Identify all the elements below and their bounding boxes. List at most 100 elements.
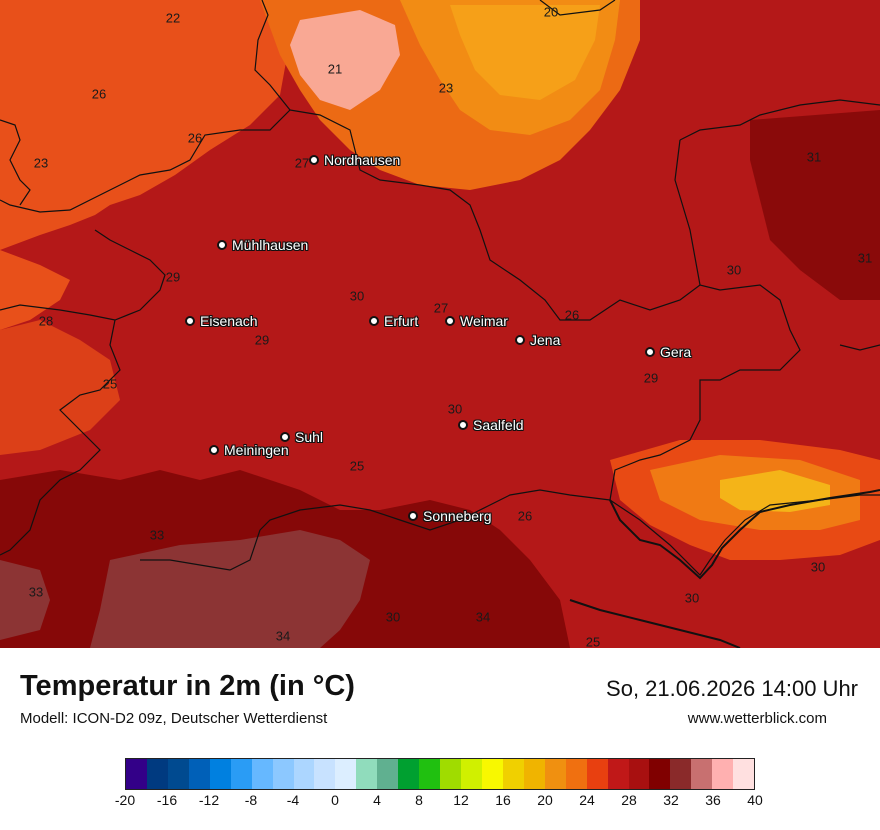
city-marker-suhl[interactable]: Suhl	[280, 429, 323, 445]
temperature-value: 33	[28, 584, 44, 600]
legend-tick: 32	[663, 792, 679, 808]
legend-tick: 0	[331, 792, 339, 808]
temperature-value: 27	[433, 300, 449, 316]
legend-swatch	[670, 759, 692, 789]
city-marker-nordhausen[interactable]: Nordhausen	[309, 152, 400, 168]
city-dot-icon	[309, 155, 319, 165]
legend-swatch	[209, 759, 231, 789]
legend-tick: 36	[705, 792, 721, 808]
legend-tick: 20	[537, 792, 553, 808]
city-marker-weimar[interactable]: Weimar	[445, 313, 508, 329]
legend-tick: -4	[286, 792, 300, 808]
model-source-text: Modell: ICON-D2 09z, Deutscher Wetterdie…	[20, 710, 328, 727]
legend-swatch	[691, 759, 713, 789]
legend-swatch	[314, 759, 336, 789]
legend-tick: 16	[495, 792, 511, 808]
zone-nw-orange	[0, 0, 290, 250]
legend-swatch	[481, 759, 503, 789]
legend-swatch	[649, 759, 671, 789]
legend-swatch	[251, 759, 273, 789]
country-border	[569, 489, 880, 648]
zone-w-orange	[0, 320, 120, 455]
legend-tick: -20	[114, 792, 136, 808]
legend-swatch	[230, 759, 252, 789]
legend-tick: 28	[621, 792, 637, 808]
temperature-value: 30	[726, 262, 742, 278]
city-label: Gera	[660, 344, 692, 360]
city-dot-icon	[445, 316, 455, 326]
city-dot-icon	[209, 445, 219, 455]
legend-swatch	[461, 759, 482, 789]
zone-e-dark	[750, 110, 880, 300]
city-marker-jena[interactable]: Jena	[515, 332, 560, 348]
city-label: Saalfeld	[473, 417, 524, 433]
temperature-value: 25	[349, 458, 365, 474]
temperature-field	[0, 0, 880, 648]
legend-tick: 8	[415, 792, 423, 808]
city-label: Meiningen	[224, 442, 289, 458]
legend-tick: 24	[579, 792, 595, 808]
legend-swatch	[544, 759, 566, 789]
temperature-value: 31	[857, 250, 873, 266]
legend-swatch	[167, 759, 189, 789]
website-link[interactable]: www.wetterblick.com	[687, 710, 827, 727]
legend-swatch	[293, 759, 315, 789]
city-dot-icon	[408, 511, 418, 521]
forecast-datetime: So, 21.06.2026 14:00 Uhr	[606, 676, 858, 701]
weather-map[interactable]: 20 22 21 23 26 26 27 23 31 31 30 29 30 27 26 28 29 25 29 30…	[0, 0, 880, 648]
city-dot-icon	[369, 316, 379, 326]
state-borders	[0, 0, 880, 576]
city-label: Jena	[530, 332, 561, 348]
city-marker-gera[interactable]: Gera	[645, 344, 691, 360]
temperature-value: 34	[275, 628, 291, 644]
temperature-value: 20	[543, 4, 559, 20]
city-dot-icon	[185, 316, 195, 326]
city-label: Sonneberg	[423, 508, 492, 524]
zone-n-lighter	[450, 5, 600, 100]
city-marker-meiningen[interactable]: Meiningen	[209, 442, 289, 458]
city-marker-saalfeld[interactable]: Saalfeld	[458, 417, 524, 433]
city-label: Weimar	[460, 313, 508, 329]
temperature-value: 26	[187, 130, 203, 146]
legend-swatch	[733, 759, 755, 789]
legend-tick: -16	[156, 792, 178, 808]
legend-swatch	[586, 759, 608, 789]
temperature-value: 30	[349, 288, 365, 304]
legend-swatch	[146, 759, 168, 789]
temperature-value: 30	[684, 590, 700, 606]
temperature-value: 29	[254, 332, 270, 348]
city-marker-sonneberg[interactable]: Sonneberg	[408, 508, 492, 524]
city-marker-erfurt[interactable]: Erfurt	[369, 313, 418, 329]
legend-tick: -12	[198, 792, 220, 808]
city-marker-mhlhausen[interactable]: Mühlhausen	[217, 237, 308, 253]
legend-swatch	[628, 759, 650, 789]
temperature-value: 21	[327, 61, 343, 77]
legend-swatch	[440, 759, 461, 789]
temperature-value: 23	[33, 155, 49, 171]
legend-tick-labels: -20 -16 -12 -8 -4 0 4 8 12 16 20 24 28 32 36 40	[115, 792, 763, 816]
city-label: Erfurt	[384, 313, 419, 329]
legend-swatch	[335, 759, 357, 789]
legend-swatch	[419, 759, 441, 789]
city-label: Suhl	[295, 429, 324, 445]
city-dot-icon	[458, 420, 468, 430]
city-label: Eisenach	[200, 313, 258, 329]
temperature-value: 30	[447, 401, 463, 417]
city-dot-icon	[645, 347, 655, 357]
temperature-value: 28	[38, 313, 54, 329]
temperature-value: 23	[438, 80, 454, 96]
temperature-value: 33	[149, 527, 165, 543]
legend-swatch	[272, 759, 294, 789]
legend-swatch	[523, 759, 545, 789]
city-marker-eisenach[interactable]: Eisenach	[185, 313, 258, 329]
legend-swatch	[377, 759, 399, 789]
legend-swatch	[356, 759, 378, 789]
temperature-value: 29	[165, 269, 181, 285]
city-label: Mühlhausen	[232, 237, 309, 253]
page-title: Temperatur in 2m (in °C)	[20, 670, 355, 702]
legend-swatch	[607, 759, 629, 789]
legend-swatch	[502, 759, 524, 789]
city-dot-icon	[280, 432, 290, 442]
city-dot-icon	[217, 240, 227, 250]
legend-tick: 12	[453, 792, 469, 808]
